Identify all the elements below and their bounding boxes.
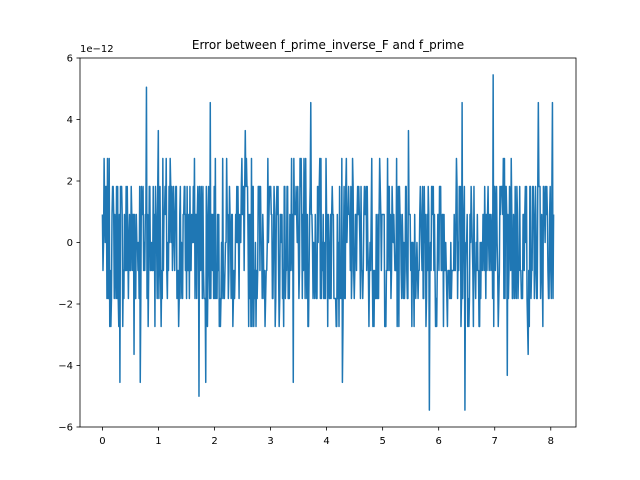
x-tick-label: 1 [155, 436, 161, 447]
x-axis: 0 1 2 3 4 5 6 7 8 [99, 427, 554, 447]
x-tick-label: 3 [267, 436, 273, 447]
chart-title: Error between f_prime_inverse_F and f_pr… [192, 38, 464, 52]
error-series-line [101, 74, 555, 411]
y-axis: −6 −4 −2 0 2 4 6 [58, 54, 80, 434]
y-tick-label: 4 [67, 115, 73, 126]
y-tick-label: 0 [67, 238, 73, 249]
y-tick-label: −2 [58, 300, 73, 311]
x-tick-label: 7 [492, 436, 498, 447]
y-tick-label: −6 [58, 423, 73, 434]
x-tick-label: 6 [436, 436, 442, 447]
x-tick-label: 5 [379, 436, 385, 447]
y-offset-label: 1e−12 [80, 44, 114, 55]
y-tick-label: 6 [67, 54, 73, 65]
plot-layer [101, 74, 555, 411]
x-tick-label: 2 [211, 436, 217, 447]
x-tick-label: 0 [99, 436, 105, 447]
y-tick-label: 2 [67, 177, 73, 188]
y-tick-label: −4 [58, 361, 73, 372]
x-tick-label: 4 [323, 436, 329, 447]
x-tick-label: 8 [548, 436, 554, 447]
